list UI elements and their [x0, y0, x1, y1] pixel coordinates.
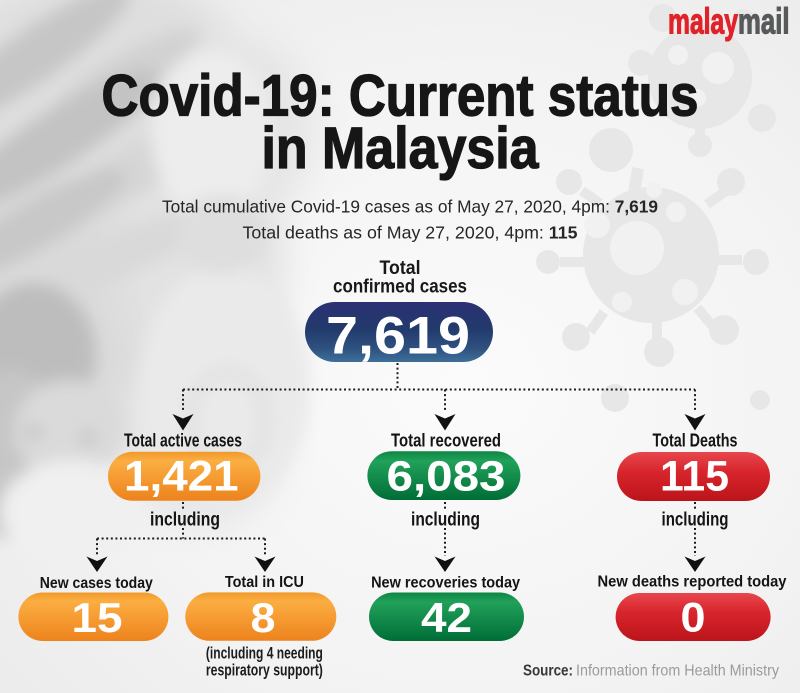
svg-text:including: including: [411, 510, 480, 531]
svg-text:including: including: [150, 510, 220, 531]
svg-text:15: 15: [72, 594, 123, 641]
svg-text:Information from Health Minist: Information from Health Ministry: [576, 663, 779, 680]
svg-text:8: 8: [251, 594, 276, 641]
svg-text:in Malaysia: in Malaysia: [262, 116, 540, 181]
svg-text:respiratory support): respiratory support): [206, 662, 323, 680]
svg-text:6,083: 6,083: [387, 453, 506, 501]
svg-text:New cases today: New cases today: [40, 575, 153, 592]
svg-text:(including 4 needing: (including 4 needing: [206, 645, 323, 663]
svg-text:115: 115: [660, 453, 729, 501]
svg-text:Total Deaths: Total Deaths: [653, 431, 738, 451]
svg-text:New deaths reported today: New deaths reported today: [598, 573, 787, 590]
svg-text:Source:: Source:: [523, 663, 573, 680]
svg-text:Total: Total: [380, 257, 421, 279]
svg-text:Total deaths as of May 27, 202: Total deaths as of May 27, 2020, 4pm: 11…: [243, 223, 578, 243]
svg-text:Total in ICU: Total in ICU: [225, 574, 304, 591]
svg-text:Total cumulative Covid-19 case: Total cumulative Covid-19 cases as of Ma…: [162, 197, 658, 217]
svg-text:Covid-19: Current status: Covid-19: Current status: [102, 63, 699, 128]
svg-text:1,421: 1,421: [124, 453, 239, 501]
svg-text:mail: mail: [738, 1, 790, 42]
svg-text:0: 0: [681, 594, 706, 641]
svg-text:7,619: 7,619: [326, 307, 470, 366]
svg-text:42: 42: [421, 594, 472, 641]
svg-text:malay: malay: [668, 1, 738, 42]
svg-text:confirmed cases: confirmed cases: [333, 275, 467, 297]
svg-text:Total recovered: Total recovered: [391, 431, 501, 451]
svg-text:Total active cases: Total active cases: [124, 431, 242, 451]
svg-text:including: including: [662, 510, 729, 531]
svg-text:New recoveries today: New recoveries today: [371, 575, 520, 592]
